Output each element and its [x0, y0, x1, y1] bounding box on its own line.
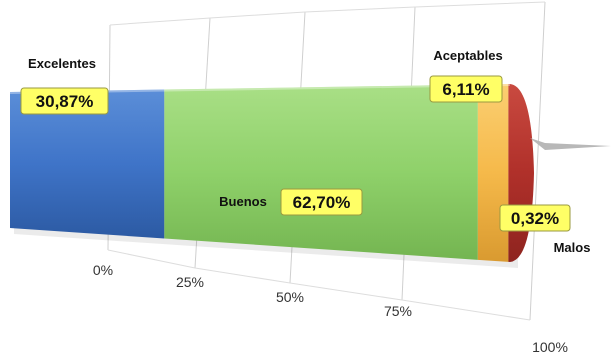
- data-label-badge: [499, 204, 571, 232]
- malos-leader-line: [530, 138, 611, 150]
- bar-end-cap: [510, 84, 534, 262]
- category-label: Buenos: [219, 194, 267, 209]
- data-label-badge: [280, 188, 363, 216]
- bar-segment-aceptables: [477, 84, 509, 262]
- data-label: 62,70%: [293, 193, 351, 212]
- gridline: [529, 1, 546, 321]
- category-label: Aceptables: [433, 48, 502, 63]
- axis-tick-labels: 0% 25% 50% 75% 100%: [93, 262, 568, 355]
- grid-bottom-edge: [107, 249, 531, 321]
- x-tick-label: 50%: [276, 289, 304, 305]
- x-tick-label: 25%: [176, 274, 204, 290]
- x-tick-label: 100%: [532, 339, 568, 355]
- category-label: Malos: [554, 240, 591, 255]
- data-labels: Excelentes 30,87% Buenos 62,70% Aceptables 6,…: [20, 48, 591, 255]
- bar-segment-excelentes: [10, 89, 165, 239]
- bar-segment-malos: [508, 84, 510, 262]
- gridlines: [107, 1, 546, 321]
- x-tick-label: 75%: [384, 303, 412, 319]
- data-label: 0,32%: [511, 209, 559, 228]
- data-label: 6,11%: [442, 80, 489, 99]
- grid-top-edge: [109, 1, 546, 26]
- data-label-badge: [20, 87, 109, 115]
- data-label-badge: [429, 75, 503, 103]
- bar-segment-buenos: [164, 84, 478, 260]
- data-label: 30,87%: [36, 92, 94, 111]
- x-tick-label: 0%: [93, 262, 113, 278]
- category-label: Excelentes: [28, 56, 96, 71]
